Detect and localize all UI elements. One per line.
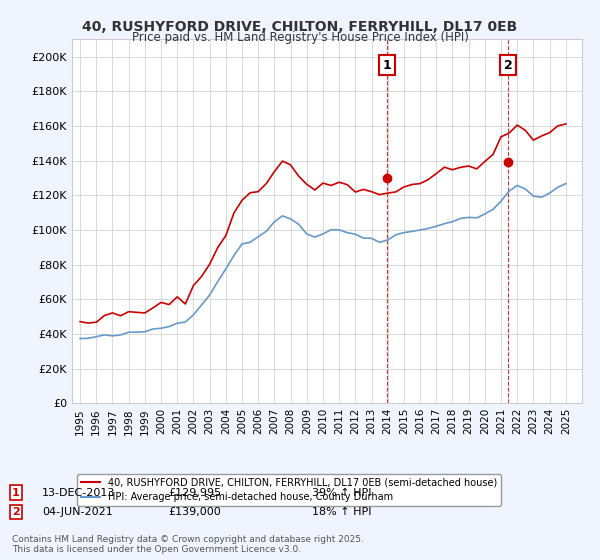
Text: £129,995: £129,995 [168,488,221,498]
Text: £139,000: £139,000 [168,507,221,517]
Text: 40, RUSHYFORD DRIVE, CHILTON, FERRYHILL, DL17 0EB: 40, RUSHYFORD DRIVE, CHILTON, FERRYHILL,… [82,20,518,34]
Text: Price paid vs. HM Land Registry's House Price Index (HPI): Price paid vs. HM Land Registry's House … [131,31,469,44]
Text: 39% ↑ HPI: 39% ↑ HPI [312,488,371,498]
Text: 04-JUN-2021: 04-JUN-2021 [42,507,113,517]
Text: 1: 1 [12,488,20,498]
Text: 2: 2 [503,59,512,72]
Text: Contains HM Land Registry data © Crown copyright and database right 2025.
This d: Contains HM Land Registry data © Crown c… [12,535,364,554]
Text: 13-DEC-2013: 13-DEC-2013 [42,488,115,498]
Text: 18% ↑ HPI: 18% ↑ HPI [312,507,371,517]
Text: 2: 2 [12,507,20,517]
Legend: 40, RUSHYFORD DRIVE, CHILTON, FERRYHILL, DL17 0EB (semi-detached house), HPI: Av: 40, RUSHYFORD DRIVE, CHILTON, FERRYHILL,… [77,474,501,506]
Text: 1: 1 [383,59,391,72]
